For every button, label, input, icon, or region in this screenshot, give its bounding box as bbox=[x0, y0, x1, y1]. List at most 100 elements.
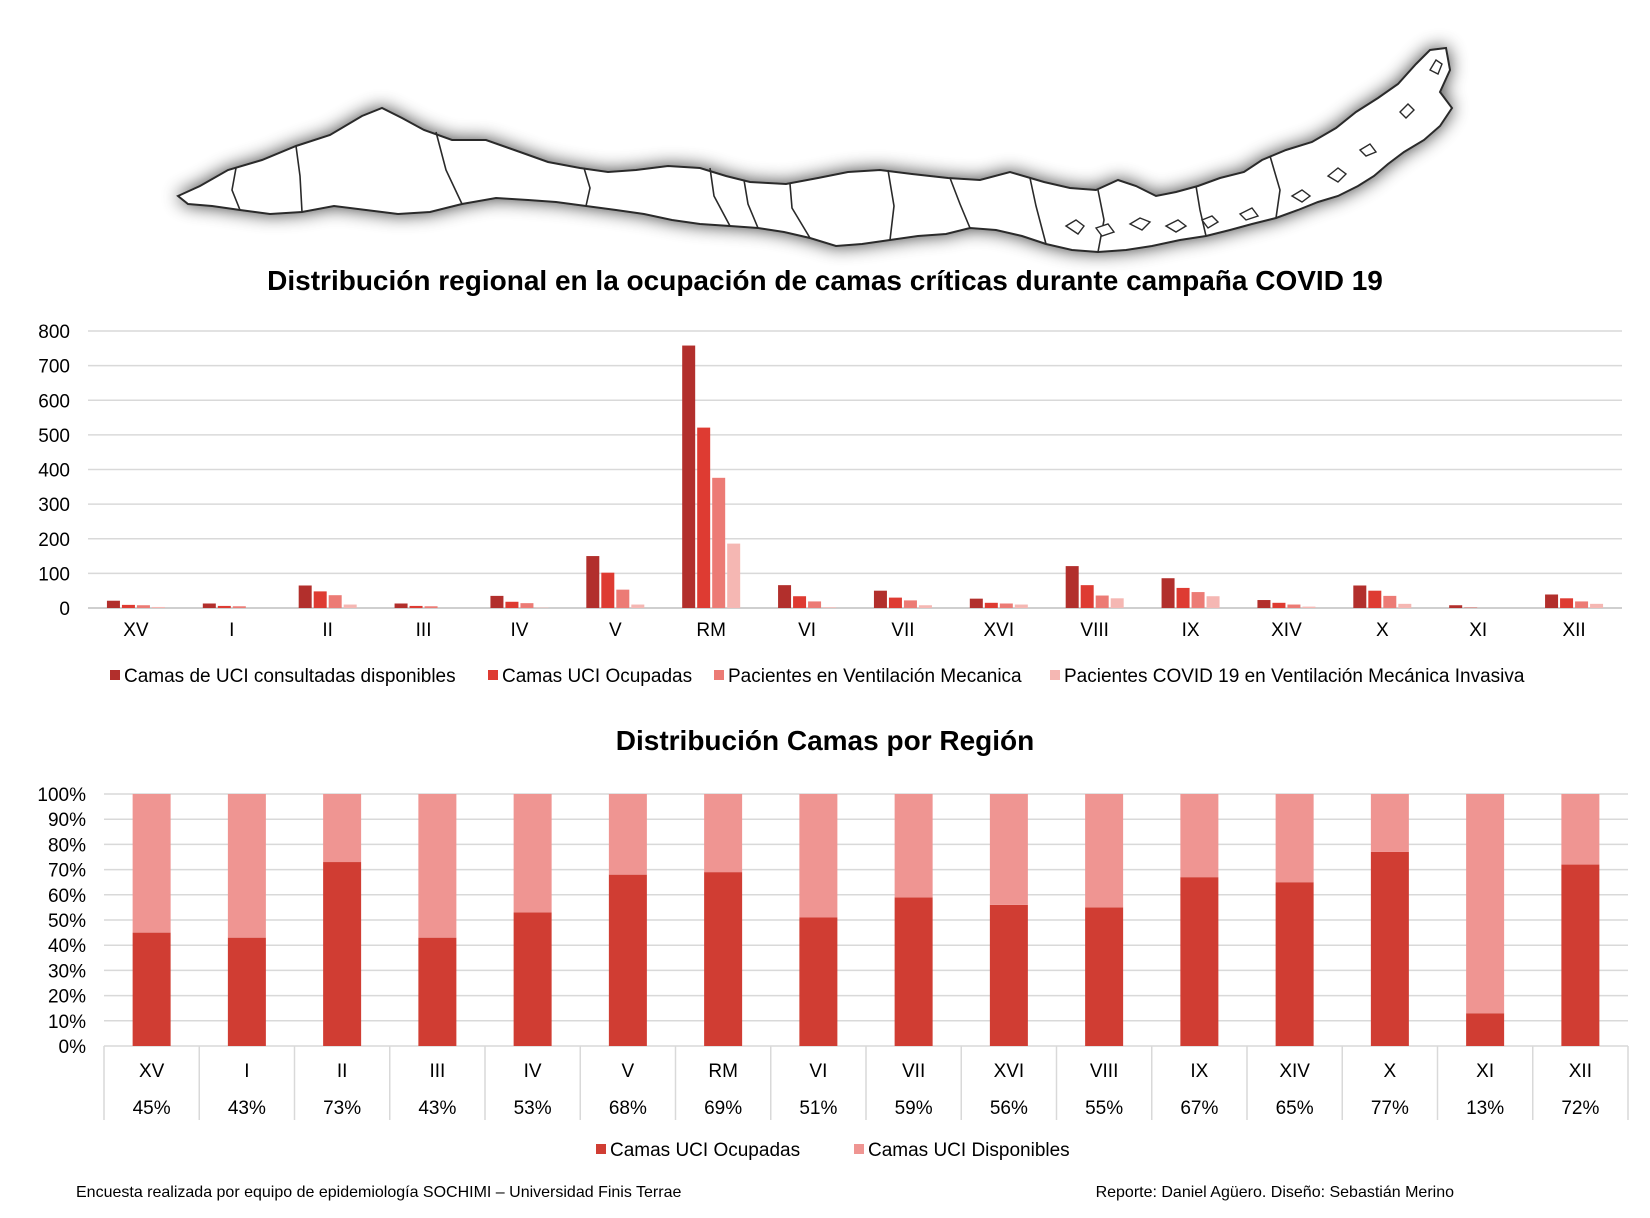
chart2-legend-label: Camas UCI Ocupadas bbox=[610, 1140, 800, 1161]
chart1-bar bbox=[697, 427, 711, 608]
chart1-bar bbox=[1287, 604, 1301, 608]
chart2-x-tick-label: X bbox=[1384, 1061, 1397, 1082]
footer-credit-report: Reporte: Daniel Agüero. Diseño: Sebastiá… bbox=[1095, 1184, 1454, 1201]
chart2-legend: Camas UCI Ocupadas Camas UCI Disponibles bbox=[596, 1140, 1070, 1161]
chart1-y-tick-label: 500 bbox=[38, 426, 70, 447]
chart1-legend-swatch bbox=[1050, 670, 1060, 680]
chart2-bar-segment bbox=[1370, 851, 1409, 1046]
chart2-x-tick-label: XVI bbox=[994, 1061, 1025, 1082]
chart1-bar bbox=[1368, 590, 1382, 608]
chart1-bar bbox=[328, 595, 342, 608]
chart1-bar bbox=[394, 603, 408, 608]
chart2-bar-segment bbox=[1085, 794, 1124, 908]
chart1-bar bbox=[918, 605, 932, 608]
chart1-x-tick-label: V bbox=[609, 620, 622, 641]
chart1-bar bbox=[999, 603, 1013, 608]
chart1-x-tick-label: XI bbox=[1469, 620, 1487, 641]
chart1-bar bbox=[232, 606, 246, 608]
footer-credit-survey: Encuesta realizada por equipo de epidemi… bbox=[76, 1184, 682, 1201]
chart2-bar-segment bbox=[894, 897, 933, 1046]
chart1-bar bbox=[424, 606, 438, 608]
chart2-bar-segment bbox=[1180, 794, 1219, 878]
chart1-bar bbox=[823, 607, 837, 608]
chart1-bar bbox=[808, 601, 822, 608]
chart2-bar-segment bbox=[418, 794, 457, 938]
chart2-y-tick-label: 100% bbox=[37, 785, 86, 806]
chart1-bar bbox=[520, 603, 534, 608]
chart2-table-value: 69% bbox=[704, 1098, 742, 1119]
chart2-x-tick-label: VII bbox=[902, 1061, 925, 1082]
chart1-bar bbox=[778, 585, 792, 608]
chart2-y-tick-label: 60% bbox=[48, 886, 86, 907]
chart1-bar bbox=[1110, 598, 1124, 608]
chart1-bar bbox=[313, 591, 327, 608]
chart2-table-value: 67% bbox=[1180, 1098, 1218, 1119]
chart1-bar bbox=[601, 572, 615, 608]
chart2-legend-swatch bbox=[854, 1144, 864, 1154]
chile-regions-map-icon bbox=[176, 46, 1454, 254]
chart2-y-tick-label: 70% bbox=[48, 861, 86, 882]
chart1-bar bbox=[490, 595, 504, 608]
chart1-y-tick-label: 600 bbox=[38, 391, 70, 412]
chart1-legend-swatch bbox=[488, 670, 498, 680]
chart2-table-value: 53% bbox=[514, 1098, 552, 1119]
chart1-x-tick-label: IX bbox=[1182, 620, 1200, 641]
chart2-bar-segment bbox=[513, 912, 552, 1046]
chart2-bar-segment bbox=[1275, 794, 1314, 883]
chart1-legend-swatch bbox=[110, 670, 120, 680]
chart2-bar-segment bbox=[989, 794, 1028, 905]
chart1-bar bbox=[616, 589, 630, 608]
chart2-bar-segment bbox=[799, 794, 838, 918]
chart2-bar-segment bbox=[1275, 882, 1314, 1046]
chart2-bar-segment bbox=[418, 937, 457, 1046]
chart1-x-tick-label: XIV bbox=[1271, 620, 1302, 641]
chart1-bar bbox=[1449, 605, 1463, 608]
chart2-bar-segment bbox=[1180, 877, 1219, 1046]
chart2-x-tick-label: XI bbox=[1476, 1061, 1494, 1082]
chart2-table-value: 43% bbox=[228, 1098, 266, 1119]
chart1-legend-label: Pacientes en Ventilación Mecanica bbox=[728, 666, 1022, 687]
chart2-bar-segment bbox=[227, 937, 266, 1046]
chart1-y-tick-label: 800 bbox=[38, 322, 70, 343]
chart1-bar bbox=[873, 590, 887, 608]
chart2-bar-segment bbox=[132, 932, 171, 1046]
chart2-x-tick-label: VI bbox=[809, 1061, 827, 1082]
chart1-bar bbox=[903, 600, 917, 608]
chart1-bar bbox=[984, 602, 998, 608]
chart2-x-tick-label: III bbox=[429, 1061, 445, 1082]
chart2-legend-label: Camas UCI Disponibles bbox=[868, 1140, 1070, 1161]
chart2-table-value: 43% bbox=[418, 1098, 456, 1119]
chart2-bar-segment bbox=[1466, 1013, 1505, 1046]
chart1-legend-label: Pacientes COVID 19 en Ventilación Mecáni… bbox=[1064, 666, 1525, 687]
chart2-table-value: 77% bbox=[1371, 1098, 1409, 1119]
chart2-y-tick-label: 0% bbox=[59, 1037, 87, 1058]
chart1-bar bbox=[712, 477, 726, 608]
chart1-bar bbox=[1065, 566, 1079, 608]
chart2-table-value: 55% bbox=[1085, 1098, 1123, 1119]
chart2-x-tick-label: II bbox=[337, 1061, 348, 1082]
chart2-bar-segment bbox=[1561, 794, 1600, 865]
chart2-bar-segment bbox=[1370, 794, 1409, 852]
chart2-x-tick-label: RM bbox=[708, 1061, 738, 1082]
chart2-x-tick-label: IV bbox=[524, 1061, 542, 1082]
chart2-bar-segment bbox=[1466, 794, 1505, 1014]
chart1-bar bbox=[586, 556, 600, 608]
chart2-y-tick-label: 80% bbox=[48, 835, 86, 856]
chart2-table-value: 56% bbox=[990, 1098, 1028, 1119]
chart1-bar bbox=[969, 598, 983, 608]
chart1-legend-label: Camas de UCI consultadas disponibles bbox=[124, 666, 456, 687]
chart2-x-tick-label: XIV bbox=[1279, 1061, 1310, 1082]
chart2-bar-segment bbox=[608, 874, 647, 1046]
chart1-bar bbox=[1302, 606, 1316, 608]
chart2-bar-segment bbox=[323, 862, 362, 1046]
chart1-x-tick-label: VIII bbox=[1080, 620, 1109, 641]
chart2-bar-segment bbox=[704, 872, 743, 1046]
chart2-table-value: 45% bbox=[133, 1098, 171, 1119]
chart1-bar bbox=[343, 604, 357, 608]
chart1-bar bbox=[1590, 603, 1604, 608]
chart2-y-tick-label: 50% bbox=[48, 911, 86, 932]
chart1-bar bbox=[151, 606, 165, 608]
chart2-bar-segment bbox=[132, 794, 171, 933]
